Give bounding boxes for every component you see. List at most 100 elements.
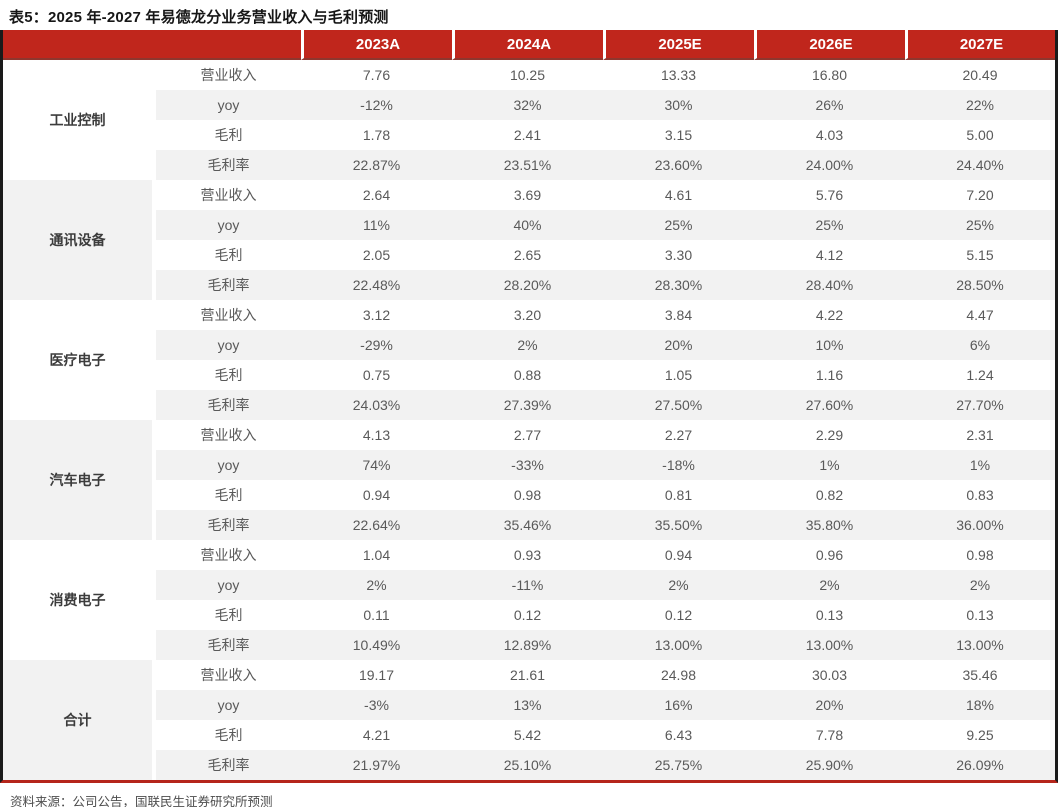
value-cell: 4.22 [754, 300, 905, 330]
value-cell: 25% [754, 210, 905, 240]
header-year-2023A: 2023A [301, 30, 452, 60]
header-year-2024A: 2024A [452, 30, 603, 60]
value-cell: 12.89% [452, 630, 603, 660]
value-cell: 4.12 [754, 240, 905, 270]
metric-label: yoy [156, 450, 301, 480]
value-cell: 6% [905, 330, 1055, 360]
value-cell: 3.12 [301, 300, 452, 330]
header-year-2027E: 2027E [905, 30, 1055, 60]
value-cell: 5.15 [905, 240, 1055, 270]
value-cell: 35.80% [754, 510, 905, 540]
value-cell: 26.09% [905, 750, 1055, 780]
value-cell: 32% [452, 90, 603, 120]
metric-label: 毛利 [156, 120, 301, 150]
table-row: yoy -29% 2% 20% 10% 6% [3, 330, 1055, 360]
table-row: 工业控制 营业收入 7.76 10.25 13.33 16.80 20.49 [3, 60, 1055, 180]
value-cell: 35.46% [452, 510, 603, 540]
value-cell: 7.20 [905, 180, 1055, 210]
value-cell: 0.81 [603, 480, 754, 510]
value-cell: 28.30% [603, 270, 754, 300]
value-cell: 5.42 [452, 720, 603, 750]
metric-label: 毛利 [156, 720, 301, 750]
value-cell: 0.98 [905, 540, 1055, 570]
metric-label: yoy [156, 570, 301, 600]
value-cell: 0.93 [452, 540, 603, 570]
value-cell: 28.40% [754, 270, 905, 300]
table-row: 消费电子 营业收入 1.04 0.93 0.94 0.96 0.98 [3, 540, 1055, 660]
value-cell: 0.96 [754, 540, 905, 570]
value-cell: 0.98 [452, 480, 603, 510]
value-cell: 0.83 [905, 480, 1055, 510]
metric-label: 毛利 [156, 480, 301, 510]
value-cell: 10.49% [301, 630, 452, 660]
table-frame: 2023A 2024A 2025E 2026E 2027E 工业控制 营业收入 7.… [0, 30, 1058, 783]
value-cell: 40% [452, 210, 603, 240]
value-cell: 2.77 [452, 420, 603, 450]
value-cell: 3.84 [603, 300, 754, 330]
value-cell: 5.76 [754, 180, 905, 210]
header-year-2026E: 2026E [754, 30, 905, 60]
value-cell: 26% [754, 90, 905, 120]
table-row: 汽车电子 营业收入 4.13 2.77 2.27 2.29 2.31 [3, 420, 1055, 540]
value-cell: 27.60% [754, 390, 905, 420]
value-cell: 24.03% [301, 390, 452, 420]
value-cell: 28.20% [452, 270, 603, 300]
value-cell: 22% [905, 90, 1055, 120]
value-cell: 2% [301, 570, 452, 600]
value-cell: -33% [452, 450, 603, 480]
value-cell: 13.00% [603, 630, 754, 660]
table-row: 毛利率 22.87% 23.51% 23.60% 24.00% 24.40% [3, 150, 1055, 180]
table-row: 医疗电子 营业收入 3.12 3.20 3.84 4.22 4.47 [3, 300, 1055, 420]
value-cell: 20% [603, 330, 754, 360]
segment-name: 合计 [3, 660, 156, 780]
metric-label: 毛利率 [156, 150, 301, 180]
header-empty-cell [3, 30, 301, 60]
value-cell: 27.50% [603, 390, 754, 420]
header-year-2025E: 2025E [603, 30, 754, 60]
table-row: 毛利 1.78 2.41 3.15 4.03 5.00 [3, 120, 1055, 150]
value-cell: 0.12 [452, 600, 603, 630]
value-cell: 21.61 [452, 660, 603, 690]
value-cell: 0.82 [754, 480, 905, 510]
value-cell: 35.50% [603, 510, 754, 540]
metric-label: 毛利率 [156, 270, 301, 300]
metric-label: 毛利 [156, 240, 301, 270]
metric-label: 毛利率 [156, 630, 301, 660]
value-cell: 22.87% [301, 150, 452, 180]
value-cell: 3.30 [603, 240, 754, 270]
table-row: 毛利率 21.97% 25.10% 25.75% 25.90% 26.09% [3, 750, 1055, 780]
value-cell: 0.13 [905, 600, 1055, 630]
metric-label: 营业收入 [156, 420, 301, 450]
metric-label: 营业收入 [156, 660, 301, 690]
value-cell: 24.40% [905, 150, 1055, 180]
value-cell: 10.25 [452, 60, 603, 90]
value-cell: 4.03 [754, 120, 905, 150]
value-cell: 1.05 [603, 360, 754, 390]
metric-label: 营业收入 [156, 180, 301, 210]
table-header-row: 2023A 2024A 2025E 2026E 2027E [3, 30, 1055, 60]
value-cell: 30.03 [754, 660, 905, 690]
value-cell: 4.21 [301, 720, 452, 750]
table-row: 毛利 0.75 0.88 1.05 1.16 1.24 [3, 360, 1055, 390]
metric-label: 毛利率 [156, 510, 301, 540]
value-cell: 22.64% [301, 510, 452, 540]
value-cell: 16% [603, 690, 754, 720]
value-cell: 2.29 [754, 420, 905, 450]
value-cell: 2.41 [452, 120, 603, 150]
value-cell: 13% [452, 690, 603, 720]
metric-label: yoy [156, 210, 301, 240]
value-cell: 16.80 [754, 60, 905, 90]
metric-label: yoy [156, 90, 301, 120]
table-row: 通讯设备 营业收入 2.64 3.69 4.61 5.76 7.20 [3, 180, 1055, 300]
value-cell: 35.46 [905, 660, 1055, 690]
value-cell: 1.78 [301, 120, 452, 150]
value-cell: 2.05 [301, 240, 452, 270]
metric-label: yoy [156, 330, 301, 360]
value-cell: 25.90% [754, 750, 905, 780]
value-cell: 25% [603, 210, 754, 240]
value-cell: 2.31 [905, 420, 1055, 450]
value-cell: 2.65 [452, 240, 603, 270]
value-cell: 2% [452, 330, 603, 360]
value-cell: 9.25 [905, 720, 1055, 750]
